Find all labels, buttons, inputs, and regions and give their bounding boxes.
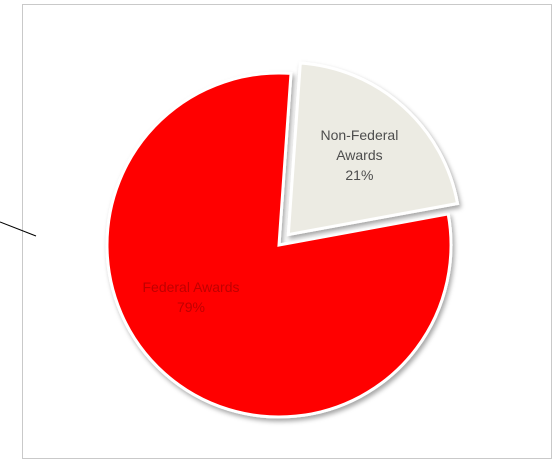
slices-layer xyxy=(105,61,460,419)
data-label-line: 79% xyxy=(177,299,205,315)
pie-slice-federal-awards xyxy=(105,71,453,419)
data-label-line: Federal Awards xyxy=(142,279,239,295)
data-label-line: Non-Federal xyxy=(320,127,398,143)
data-label-line: 21% xyxy=(345,167,373,183)
data-label-non-federal-awards: Non-Federal Awards 21% xyxy=(320,127,398,183)
pie-slice-non-federal-awards xyxy=(286,61,460,237)
data-label-line: Awards xyxy=(336,147,382,163)
leader-line-stroke xyxy=(0,221,37,237)
labels-layer: Federal Awards 79% Non-Federal Awards 21% xyxy=(142,127,398,315)
data-label-federal-awards: Federal Awards 79% xyxy=(142,279,239,315)
